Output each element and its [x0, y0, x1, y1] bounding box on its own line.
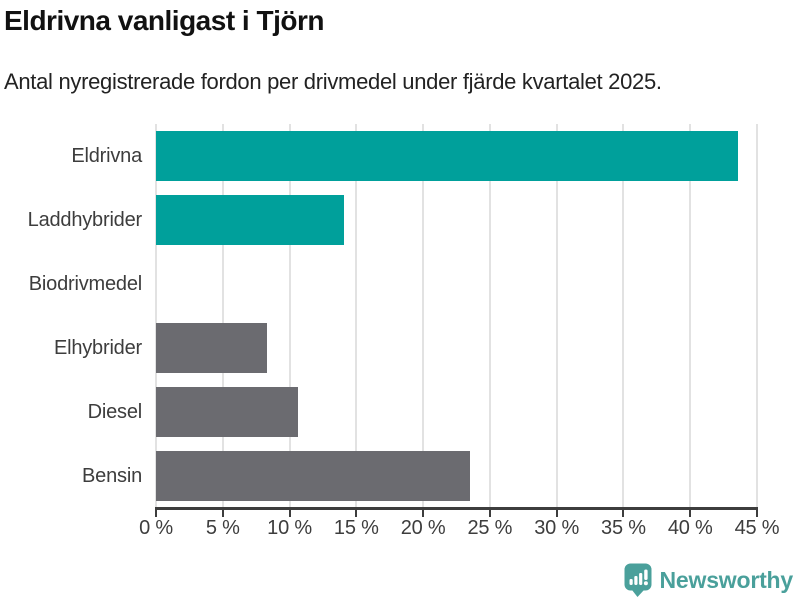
x-axis-tick: [622, 510, 625, 517]
x-axis-tick: [422, 510, 425, 517]
x-tick-label: 15 %: [333, 517, 379, 539]
bar-bensin: [156, 451, 470, 501]
x-tick-label: 45 %: [734, 517, 780, 539]
x-tick-label: 30 %: [534, 517, 580, 539]
x-tick-label: 10 %: [267, 517, 312, 539]
x-tick-label: 20 %: [400, 517, 446, 539]
brand-footer: Newsworthy: [624, 561, 793, 599]
bar-eldrivna: [156, 131, 738, 181]
x-gridline: [488, 124, 491, 507]
x-axis-tick: [155, 510, 157, 517]
x-tick-label: 5 %: [205, 517, 240, 539]
x-axis-tick: [221, 510, 224, 517]
newsworthy-logo-icon: [624, 563, 652, 597]
category-label-biodrivmedel: Biodrivmedel: [28, 272, 142, 295]
x-axis-tick: [689, 510, 692, 517]
x-gridline: [555, 124, 558, 507]
x-gridline: [622, 124, 625, 507]
x-gridline: [155, 124, 157, 507]
x-gridline: [288, 124, 291, 507]
x-tick-label: 35 %: [601, 517, 646, 539]
category-label-elhybrider: Elhybrider: [53, 336, 142, 359]
bar-elhybrider: [156, 323, 267, 373]
x-tick-label: 25 %: [467, 517, 513, 539]
category-label-eldrivna: Eldrivna: [71, 144, 142, 167]
x-gridline: [355, 124, 358, 507]
category-label-bensin: Bensin: [82, 464, 142, 487]
x-axis-tick: [355, 510, 358, 517]
bar-laddhybrider: [156, 195, 344, 245]
category-label-diesel: Diesel: [87, 400, 143, 423]
x-tick-label: 40 %: [667, 517, 713, 539]
x-tick-label: 0 %: [139, 517, 173, 539]
chart-subtitle: Antal nyregistrerade fordon per drivmede…: [4, 69, 662, 94]
chart-title: Eldrivna vanligast i Tjörn: [4, 5, 324, 36]
x-axis-tick: [756, 510, 758, 517]
x-gridline: [221, 124, 224, 507]
x-axis-tick: [288, 510, 291, 517]
x-axis-line: [155, 507, 758, 510]
x-gridline: [422, 124, 425, 507]
x-axis-tick: [555, 510, 558, 517]
x-gridline: [689, 124, 692, 507]
category-label-laddhybrider: Laddhybrider: [27, 208, 143, 231]
bar-diesel: [156, 387, 298, 437]
brand-name: Newsworthy: [659, 566, 794, 593]
x-axis-tick: [488, 510, 491, 517]
x-gridline: [756, 124, 758, 507]
